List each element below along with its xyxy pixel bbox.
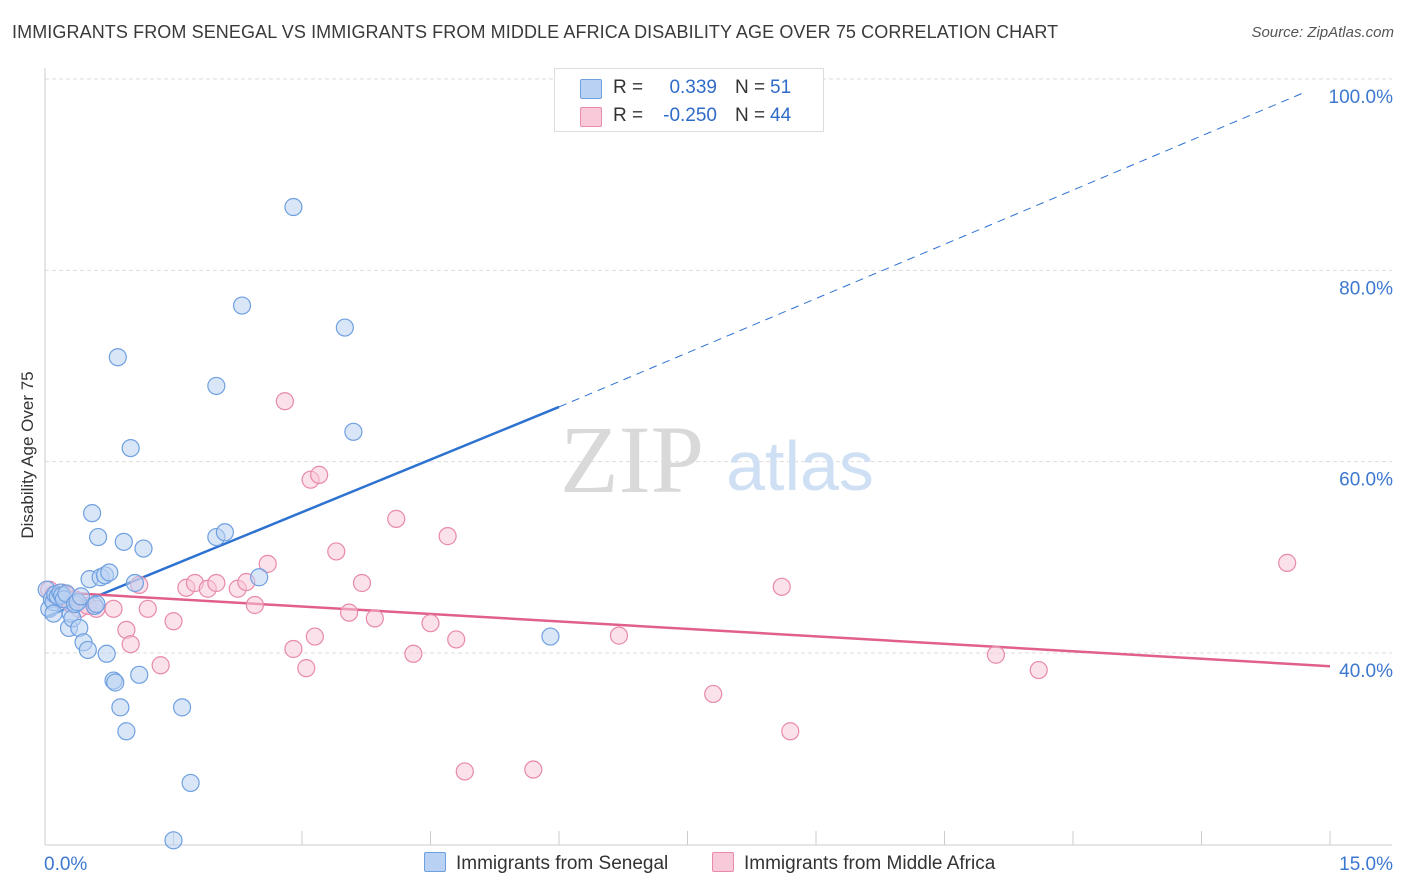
point-senegal (89, 527, 108, 547)
point-senegal (111, 698, 130, 717)
trendline-senegal-extension (558, 91, 1306, 408)
point-middle-africa (121, 635, 140, 654)
chart-title: IMMIGRANTS FROM SENEGAL VS IMMIGRANTS FR… (12, 22, 1059, 42)
point-senegal (172, 698, 192, 717)
n-value: 44 (770, 105, 792, 126)
point-senegal (100, 563, 119, 582)
point-middle-africa (340, 603, 359, 622)
point-senegal (207, 376, 226, 396)
watermark-zip: ZIP (560, 406, 704, 513)
point-middle-africa (310, 465, 329, 484)
point-middle-africa (164, 612, 183, 631)
point-middle-africa (104, 599, 123, 618)
point-senegal (215, 523, 234, 542)
tick-labels: 40.0% 60.0% 80.0% 100.0% 0.0% 15.0% (44, 87, 1393, 875)
axes (44, 68, 1392, 846)
point-senegal (164, 831, 183, 850)
point-senegal (541, 627, 560, 646)
y-tick-label: 80.0% (1339, 278, 1393, 299)
point-middle-africa (781, 722, 800, 741)
point-middle-africa (421, 614, 440, 633)
legend-label-middle-africa: Immigrants from Middle Africa (744, 853, 996, 874)
point-middle-africa (387, 509, 406, 528)
point-middle-africa (258, 554, 277, 573)
legend-swatch-pink (712, 852, 734, 872)
point-middle-africa (365, 609, 384, 628)
point-middle-africa (1029, 660, 1048, 680)
point-senegal (250, 568, 269, 587)
point-senegal (108, 348, 127, 367)
point-middle-africa (352, 573, 372, 593)
x-tick-label: 15.0% (1339, 854, 1393, 875)
point-middle-africa (327, 542, 346, 561)
point-senegal (106, 673, 125, 692)
point-senegal (284, 197, 303, 217)
x-tick-label: 0.0% (44, 854, 87, 875)
point-senegal (83, 504, 102, 523)
n-label: N = (735, 105, 766, 126)
point-middle-africa (455, 762, 474, 781)
point-middle-africa (305, 627, 324, 646)
point-senegal (130, 665, 149, 684)
point-middle-africa (772, 577, 791, 596)
n-label: N = (735, 77, 766, 98)
point-senegal (121, 438, 140, 458)
point-senegal (71, 587, 91, 606)
point-senegal (114, 532, 133, 551)
legend-item-senegal: Immigrants from Senegal (424, 852, 668, 875)
legend-swatch-blue (424, 852, 446, 872)
legend-swatch-blue (580, 79, 602, 99)
y-tick-label: 100.0% (1329, 87, 1394, 108)
r-value: 0.339 (669, 77, 717, 98)
r-value: -0.250 (663, 105, 717, 126)
point-senegal (335, 318, 354, 337)
point-middle-africa (1278, 553, 1297, 572)
trendline-senegal (44, 405, 560, 619)
correlation-legend: R = 0.339 N = 51 R = -0.250 N = 44 (554, 68, 824, 132)
series-legend: Immigrants from Senegal Immigrants from … (0, 852, 1406, 878)
point-middle-africa (704, 684, 723, 704)
source-label: Source: ZipAtlas.com (1251, 24, 1394, 41)
point-middle-africa (609, 626, 629, 645)
n-value: 51 (770, 77, 792, 98)
point-middle-africa (275, 392, 294, 411)
point-senegal (87, 594, 106, 614)
gridlines (45, 78, 1392, 654)
legend-item-middle-africa: Immigrants from Middle Africa (712, 852, 995, 875)
point-senegal (344, 422, 363, 441)
watermark-atlas: atlas (726, 427, 874, 505)
point-middle-africa (284, 639, 303, 659)
y-tick-label: 40.0% (1339, 661, 1393, 682)
legend-label-senegal: Immigrants from Senegal (456, 853, 669, 874)
point-senegal (134, 539, 153, 558)
point-senegal (78, 640, 97, 660)
point-senegal (125, 573, 145, 593)
point-middle-africa (447, 630, 466, 649)
r-label: R = (613, 105, 644, 126)
point-middle-africa (138, 599, 157, 618)
point-senegal (117, 722, 136, 741)
point-senegal (181, 773, 200, 793)
point-middle-africa (438, 527, 457, 546)
legend-row-middle-africa: R = -0.250 N = 44 (555, 101, 823, 129)
point-senegal (232, 296, 252, 315)
watermark: ZIP atlas (560, 406, 874, 513)
point-middle-africa (524, 760, 543, 779)
point-middle-africa (297, 659, 316, 678)
point-middle-africa (986, 645, 1006, 664)
point-senegal (97, 644, 116, 663)
y-tick-label: 60.0% (1339, 470, 1393, 491)
legend-swatch-pink (580, 107, 602, 127)
r-label: R = (613, 77, 644, 98)
legend-row-senegal: R = 0.339 N = 51 (555, 73, 823, 101)
trendline-middle-africa (44, 590, 1331, 668)
point-senegal (44, 604, 63, 623)
data-points (37, 197, 1297, 850)
point-middle-africa (151, 656, 170, 675)
point-middle-africa (207, 573, 226, 593)
point-middle-africa (245, 595, 264, 615)
point-middle-africa (404, 644, 423, 663)
